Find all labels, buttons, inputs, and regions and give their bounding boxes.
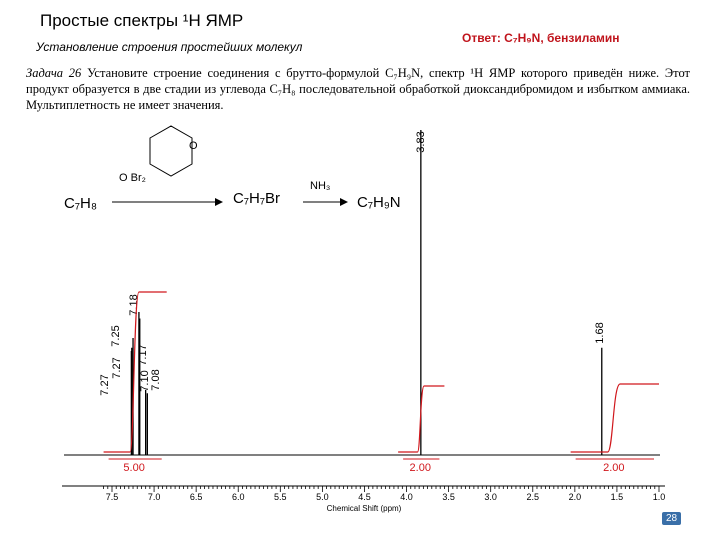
intermediate-formula: C₇H₇Br (233, 190, 280, 207)
integral-curve-2 (570, 383, 659, 453)
page-number: 28 (662, 512, 682, 525)
x-tick-label-4.5: 4.5 (358, 492, 371, 502)
integral-curve-0 (103, 291, 167, 453)
x-tick-label-7.5: 7.5 (106, 492, 119, 502)
peak-label-7.18: 7.18 (128, 294, 140, 315)
reagent1-label: O Br₂ (119, 172, 146, 184)
peak-label-7.27: 7.27 (111, 357, 123, 378)
arrow2-head (340, 198, 348, 206)
x-tick-label-5.0: 5.0 (316, 492, 329, 502)
integral-curve-1 (398, 385, 445, 453)
x-tick-label-7.0: 7.0 (148, 492, 161, 502)
reagent2-label: NH₃ (310, 180, 330, 192)
x-axis-label: Chemical Shift (ppm) (327, 504, 402, 513)
task-text: Задача 26 Установите строение соединения… (26, 65, 690, 113)
start-formula: C₇H₈ (64, 195, 97, 212)
x-tick-label-4.0: 4.0 (400, 492, 413, 502)
peak-label-3.83: 3.83 (415, 131, 427, 152)
task-label: Задача 26 (26, 66, 82, 80)
product-formula: C₇H₉N (357, 194, 401, 211)
arrow1-head (215, 198, 223, 206)
x-tick-label-2.5: 2.5 (527, 492, 540, 502)
peak-label-7.10: 7.10 (139, 370, 151, 391)
x-tick-label-5.5: 5.5 (274, 492, 287, 502)
x-tick-label-1.0: 1.0 (653, 492, 666, 502)
x-tick-label-1.5: 1.5 (611, 492, 624, 502)
integral-label-1: 2.00 (410, 462, 431, 474)
peak-label-7.17: 7.17 (137, 344, 149, 365)
peak-label-7.25: 7.25 (110, 325, 122, 346)
page-subtitle: Установление строения простейших молекул (36, 40, 303, 54)
x-tick-label-2.0: 2.0 (569, 492, 582, 502)
spectrum-plot: 7.277.27 7.25 7.18 7.17 7.10 7.08 3.83 1.68 5.00… (64, 130, 660, 474)
x-tick-label-3.5: 3.5 (442, 492, 455, 502)
x-tick-label-3.0: 3.0 (484, 492, 497, 502)
reaction-scheme: O O Br₂ C₇H₈ C₇H₇Br NH₃ C₇H₉N (64, 125, 401, 212)
integral-label-2: 2.00 (603, 462, 624, 474)
task-body: Установите строение соединения с брутто-… (26, 66, 690, 112)
peak-label-7.08: 7.08 (150, 369, 162, 390)
ring-oxygen-label: O (189, 140, 198, 152)
dioxane-ring (149, 125, 193, 177)
page-title: Простые спектры ¹H ЯМР (40, 11, 244, 30)
x-tick-label-6.0: 6.0 (232, 492, 245, 502)
peak-label-7.27: 7.27 (99, 374, 111, 395)
peak-label-1.68: 1.68 (594, 322, 606, 343)
answer-text: Ответ: C₇H₉N, бензиламин (462, 31, 620, 45)
x-tick-label-6.5: 6.5 (190, 492, 203, 502)
x-axis: 7.5 7.0 6.5 6.0 5.5 5.0 4.5 4.0 3.5 3.0 2.5 2.0 1.5 1… (62, 485, 666, 502)
integral-label-0: 5.00 (123, 462, 144, 474)
